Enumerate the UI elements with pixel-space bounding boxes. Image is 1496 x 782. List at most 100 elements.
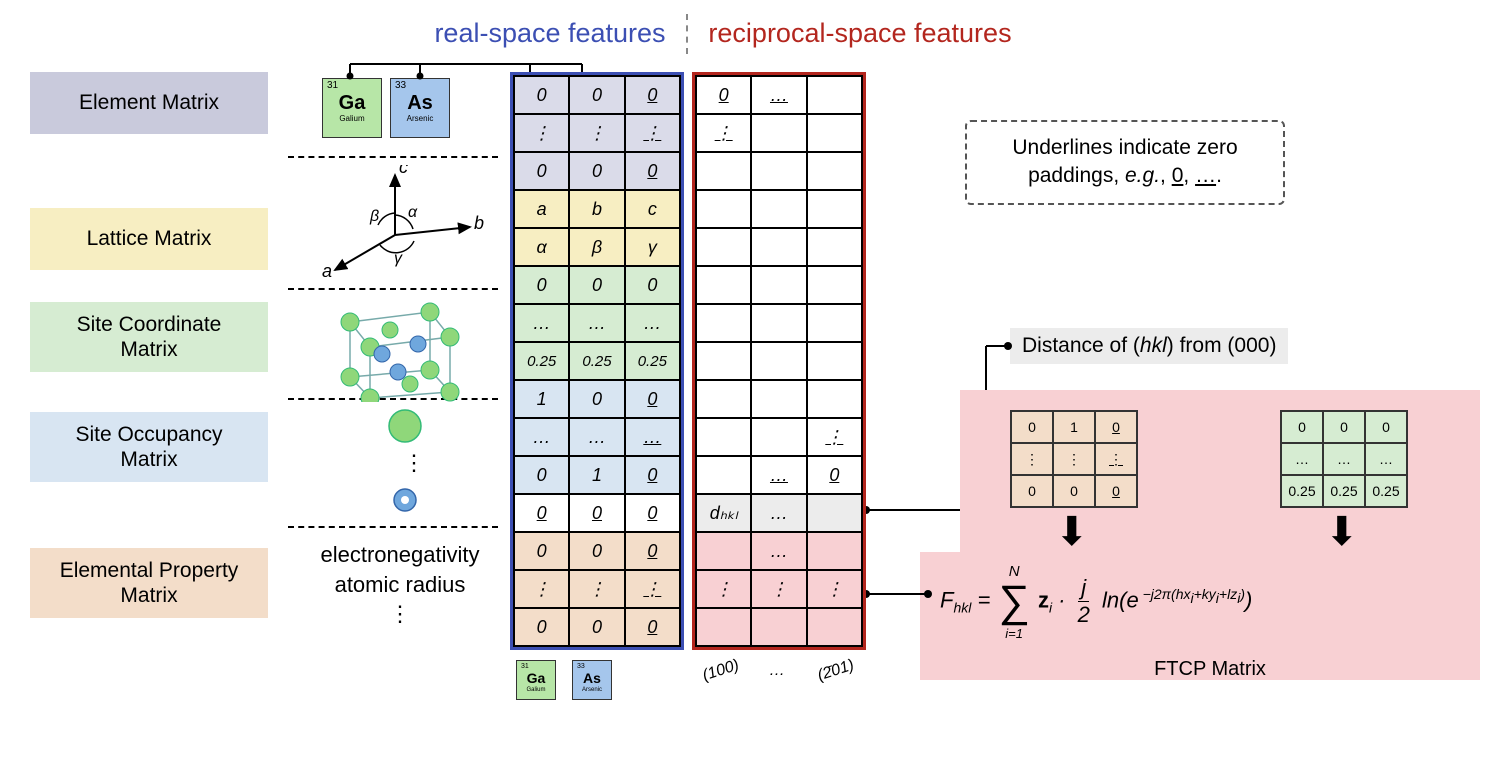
- real-matrix: 000⋮⋮⋮000abcαβγ000………0.250.250.25100………0…: [510, 72, 684, 650]
- real-cell: 0: [569, 608, 624, 646]
- dash-1: [288, 156, 498, 158]
- real-cell: …: [625, 304, 680, 342]
- recip-cell: [696, 342, 751, 380]
- elem-prop-l2: atomic radius: [295, 570, 505, 600]
- recip-cell: ⋮: [696, 114, 751, 152]
- real-cell: 0: [625, 76, 680, 114]
- conn-formula: [866, 586, 946, 606]
- real-cell: …: [569, 418, 624, 456]
- real-cell: …: [514, 418, 569, 456]
- real-cell: γ: [625, 228, 680, 266]
- formula: Fhkl = ∑Ni=1 zi · j2 ln(e −j2π(hxi+kyi+l…: [940, 575, 1252, 628]
- tile-as-sym: As: [395, 93, 445, 113]
- mini-org: 010⋮⋮⋮000: [1010, 410, 1138, 508]
- mini-cell: ⋮: [1053, 443, 1095, 475]
- recip-cell: [696, 266, 751, 304]
- real-cell: 0: [514, 152, 569, 190]
- recip-cell: [807, 380, 862, 418]
- recip-cell: [807, 152, 862, 190]
- real-cell: 0: [514, 608, 569, 646]
- real-cell: 0: [514, 532, 569, 570]
- real-cell: 0: [569, 152, 624, 190]
- mini-cell: …: [1365, 443, 1407, 475]
- recip-cell: [751, 114, 806, 152]
- real-cell: α: [514, 228, 569, 266]
- col-100: (100): [694, 655, 747, 688]
- real-cell: ⋮: [514, 570, 569, 608]
- real-cell: ⋮: [514, 114, 569, 152]
- mini-cell: 0.25: [1281, 475, 1323, 507]
- mini-cell: 0: [1323, 411, 1365, 443]
- recip-cell: 0: [807, 456, 862, 494]
- recip-cell: [751, 380, 806, 418]
- recip-cell: ⋮: [807, 418, 862, 456]
- col-201: (2̄01): [807, 654, 866, 688]
- recip-cell: dₕₖₗ: [696, 494, 751, 532]
- note-l2: paddings, e.g., 0, ….: [985, 162, 1265, 190]
- svg-text:a: a: [322, 261, 332, 281]
- recip-cell: [696, 304, 751, 342]
- real-cell: 1: [514, 380, 569, 418]
- real-cell: 0: [625, 608, 680, 646]
- real-cell: 0.25: [514, 342, 569, 380]
- real-cell: 0: [569, 76, 624, 114]
- header-recip: reciprocal-space features: [700, 18, 1020, 49]
- tile-ga-sym: Ga: [327, 93, 377, 113]
- recip-cell: [696, 228, 751, 266]
- real-cell: 0: [514, 456, 569, 494]
- real-cell: 0.25: [625, 342, 680, 380]
- recip-cell: [696, 418, 751, 456]
- recip-cell: …: [751, 532, 806, 570]
- tile-as-name: Arsenic: [395, 115, 445, 123]
- elem-prop-l3: ⋮: [295, 599, 505, 629]
- recip-cell: ⋮: [696, 570, 751, 608]
- mini-cell: 0.25: [1365, 475, 1407, 507]
- mini-cell: 0.25: [1323, 475, 1365, 507]
- recip-cell: …: [751, 494, 806, 532]
- svg-text:α: α: [408, 204, 418, 221]
- real-cell: 0: [625, 380, 680, 418]
- real-cell: 0: [569, 380, 624, 418]
- dash-4: [288, 526, 498, 528]
- tile-as: 33 As Arsenic: [390, 78, 450, 138]
- svg-text:β: β: [369, 208, 379, 225]
- lattice-axes: c b a α β γ: [300, 165, 500, 285]
- recip-cell: [696, 190, 751, 228]
- real-cell: ⋮: [569, 570, 624, 608]
- recip-cell: [807, 608, 862, 646]
- recip-cell: [696, 152, 751, 190]
- real-cell: 0: [625, 532, 680, 570]
- recip-cell: [807, 304, 862, 342]
- mini-cell: …: [1281, 443, 1323, 475]
- mini-cell: …: [1323, 443, 1365, 475]
- elem-prop-l1: electronegativity: [295, 540, 505, 570]
- mini-cell: 0: [1281, 411, 1323, 443]
- real-cell: …: [514, 304, 569, 342]
- mini-cell: 0: [1053, 475, 1095, 507]
- real-cell: 0: [625, 266, 680, 304]
- recip-cell: [696, 380, 751, 418]
- sec-element: Element Matrix: [30, 72, 268, 134]
- real-cell: …: [625, 418, 680, 456]
- real-cell: b: [569, 190, 624, 228]
- real-cell: 0.25: [569, 342, 624, 380]
- tile-ga-sm: 31 Ga Galium: [516, 660, 556, 700]
- arrow-2: ⬇: [1325, 512, 1359, 552]
- real-cell: 0: [569, 532, 624, 570]
- note-box: Underlines indicate zero paddings, e.g.,…: [965, 120, 1285, 205]
- recip-cell: …: [751, 456, 806, 494]
- mini-cell: ⋮: [1095, 443, 1137, 475]
- real-cell: c: [625, 190, 680, 228]
- recip-matrix: 0…⋮⋮…0dₕₖₗ……⋮⋮⋮: [692, 72, 866, 650]
- real-cell: 0: [625, 456, 680, 494]
- tile-ga: 31 Ga Galium: [322, 78, 382, 138]
- recip-cell: ⋮: [807, 570, 862, 608]
- real-cell: 0: [625, 152, 680, 190]
- occupancy-atoms: ⋮: [370, 408, 440, 518]
- svg-text:γ: γ: [394, 250, 403, 267]
- real-cell: ⋮: [625, 570, 680, 608]
- recip-cell: 0: [696, 76, 751, 114]
- real-cell: ⋮: [625, 114, 680, 152]
- recip-cell: [751, 190, 806, 228]
- recip-cell: [807, 190, 862, 228]
